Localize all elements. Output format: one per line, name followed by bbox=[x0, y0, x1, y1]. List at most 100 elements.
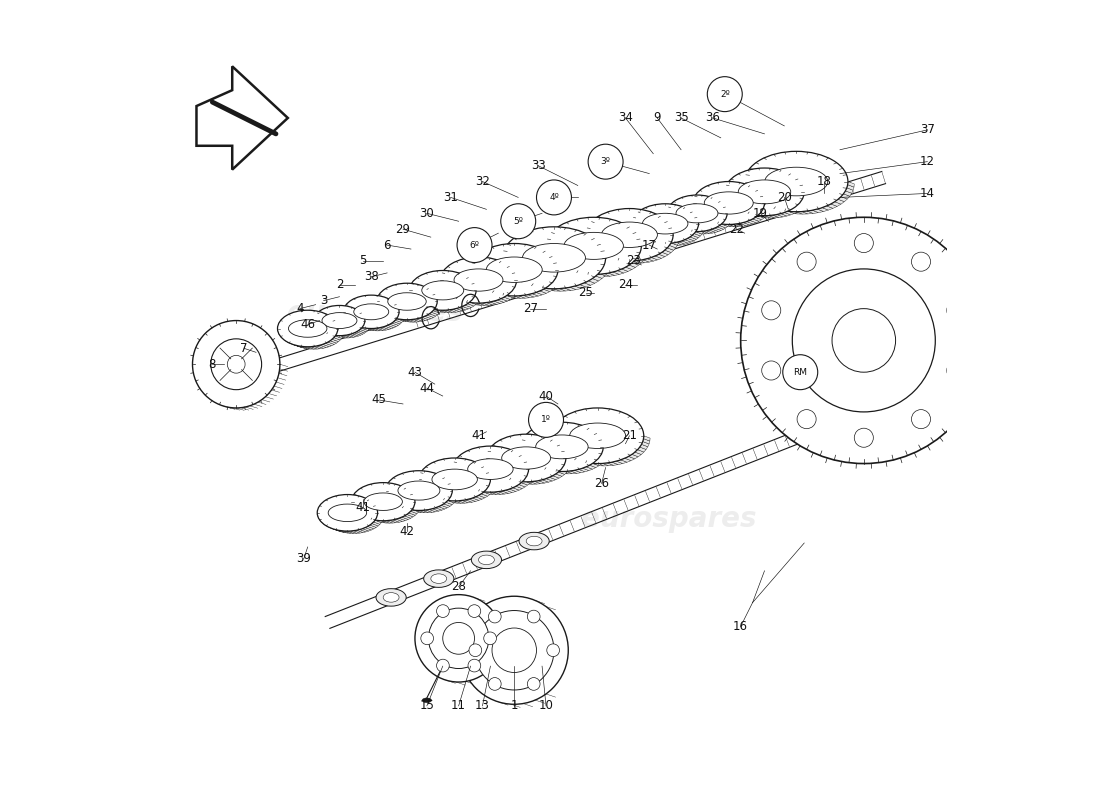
Circle shape bbox=[228, 355, 245, 373]
Polygon shape bbox=[348, 531, 356, 534]
Text: 43: 43 bbox=[407, 366, 422, 378]
Polygon shape bbox=[486, 461, 494, 466]
Polygon shape bbox=[672, 238, 680, 242]
Polygon shape bbox=[583, 466, 593, 470]
Circle shape bbox=[211, 339, 262, 390]
Polygon shape bbox=[352, 333, 361, 336]
Polygon shape bbox=[556, 472, 564, 476]
Polygon shape bbox=[590, 463, 600, 467]
Polygon shape bbox=[362, 326, 370, 330]
Polygon shape bbox=[560, 452, 570, 457]
Polygon shape bbox=[476, 283, 485, 287]
Polygon shape bbox=[557, 273, 564, 278]
Polygon shape bbox=[465, 486, 474, 490]
Polygon shape bbox=[452, 490, 459, 495]
Polygon shape bbox=[638, 235, 647, 239]
Polygon shape bbox=[360, 529, 368, 532]
Polygon shape bbox=[412, 507, 420, 512]
Polygon shape bbox=[364, 324, 371, 328]
Polygon shape bbox=[336, 530, 344, 533]
Polygon shape bbox=[353, 324, 361, 328]
Polygon shape bbox=[632, 260, 641, 265]
Polygon shape bbox=[327, 526, 336, 530]
Polygon shape bbox=[549, 470, 560, 474]
Polygon shape bbox=[316, 326, 323, 330]
Polygon shape bbox=[482, 287, 492, 291]
Polygon shape bbox=[727, 214, 734, 218]
Polygon shape bbox=[442, 287, 450, 292]
Polygon shape bbox=[668, 217, 674, 222]
Polygon shape bbox=[518, 482, 528, 484]
Circle shape bbox=[474, 610, 554, 690]
Polygon shape bbox=[408, 510, 418, 512]
Polygon shape bbox=[564, 287, 576, 290]
Polygon shape bbox=[394, 320, 402, 324]
Polygon shape bbox=[592, 248, 601, 253]
Polygon shape bbox=[638, 260, 649, 262]
Ellipse shape bbox=[432, 469, 477, 490]
Polygon shape bbox=[706, 230, 716, 233]
Circle shape bbox=[947, 301, 966, 320]
Polygon shape bbox=[446, 501, 454, 505]
Polygon shape bbox=[442, 310, 452, 313]
Polygon shape bbox=[688, 230, 697, 234]
Ellipse shape bbox=[409, 270, 476, 310]
Polygon shape bbox=[434, 307, 442, 311]
Polygon shape bbox=[301, 346, 311, 349]
Polygon shape bbox=[403, 508, 411, 511]
Polygon shape bbox=[344, 531, 354, 534]
Polygon shape bbox=[503, 261, 509, 266]
Polygon shape bbox=[468, 488, 477, 491]
Polygon shape bbox=[505, 295, 516, 298]
Circle shape bbox=[527, 610, 540, 623]
Polygon shape bbox=[337, 335, 345, 338]
Polygon shape bbox=[659, 252, 669, 257]
Text: 2º: 2º bbox=[719, 90, 729, 98]
Polygon shape bbox=[807, 210, 818, 214]
Polygon shape bbox=[470, 300, 478, 305]
Polygon shape bbox=[636, 234, 645, 238]
Polygon shape bbox=[386, 520, 396, 523]
Polygon shape bbox=[602, 452, 608, 457]
Polygon shape bbox=[604, 256, 614, 260]
Polygon shape bbox=[365, 526, 374, 530]
Polygon shape bbox=[454, 501, 465, 503]
Polygon shape bbox=[603, 463, 614, 466]
Polygon shape bbox=[506, 489, 516, 493]
Polygon shape bbox=[354, 332, 363, 335]
Polygon shape bbox=[608, 272, 619, 275]
Polygon shape bbox=[350, 334, 359, 337]
Polygon shape bbox=[565, 269, 576, 273]
Ellipse shape bbox=[288, 320, 327, 338]
Polygon shape bbox=[371, 519, 380, 522]
Polygon shape bbox=[462, 500, 472, 503]
Polygon shape bbox=[588, 278, 598, 283]
Polygon shape bbox=[745, 213, 755, 216]
Polygon shape bbox=[634, 260, 645, 263]
Polygon shape bbox=[453, 474, 461, 478]
Polygon shape bbox=[571, 470, 581, 474]
Polygon shape bbox=[419, 482, 426, 486]
Polygon shape bbox=[441, 285, 449, 290]
Polygon shape bbox=[726, 197, 733, 202]
Polygon shape bbox=[460, 306, 469, 310]
Polygon shape bbox=[584, 274, 595, 277]
Text: 27: 27 bbox=[522, 302, 538, 315]
Circle shape bbox=[421, 632, 433, 645]
Polygon shape bbox=[612, 258, 623, 262]
Polygon shape bbox=[462, 485, 471, 489]
Polygon shape bbox=[352, 504, 359, 508]
Polygon shape bbox=[595, 459, 604, 464]
Polygon shape bbox=[745, 182, 751, 187]
Polygon shape bbox=[315, 322, 321, 326]
Polygon shape bbox=[566, 457, 576, 461]
Ellipse shape bbox=[693, 182, 764, 225]
Ellipse shape bbox=[502, 447, 551, 469]
Text: 5: 5 bbox=[360, 254, 367, 267]
Polygon shape bbox=[748, 214, 759, 217]
Polygon shape bbox=[367, 518, 376, 522]
Ellipse shape bbox=[570, 423, 626, 449]
Text: 41: 41 bbox=[355, 501, 371, 514]
Polygon shape bbox=[562, 267, 572, 271]
Polygon shape bbox=[764, 203, 771, 208]
